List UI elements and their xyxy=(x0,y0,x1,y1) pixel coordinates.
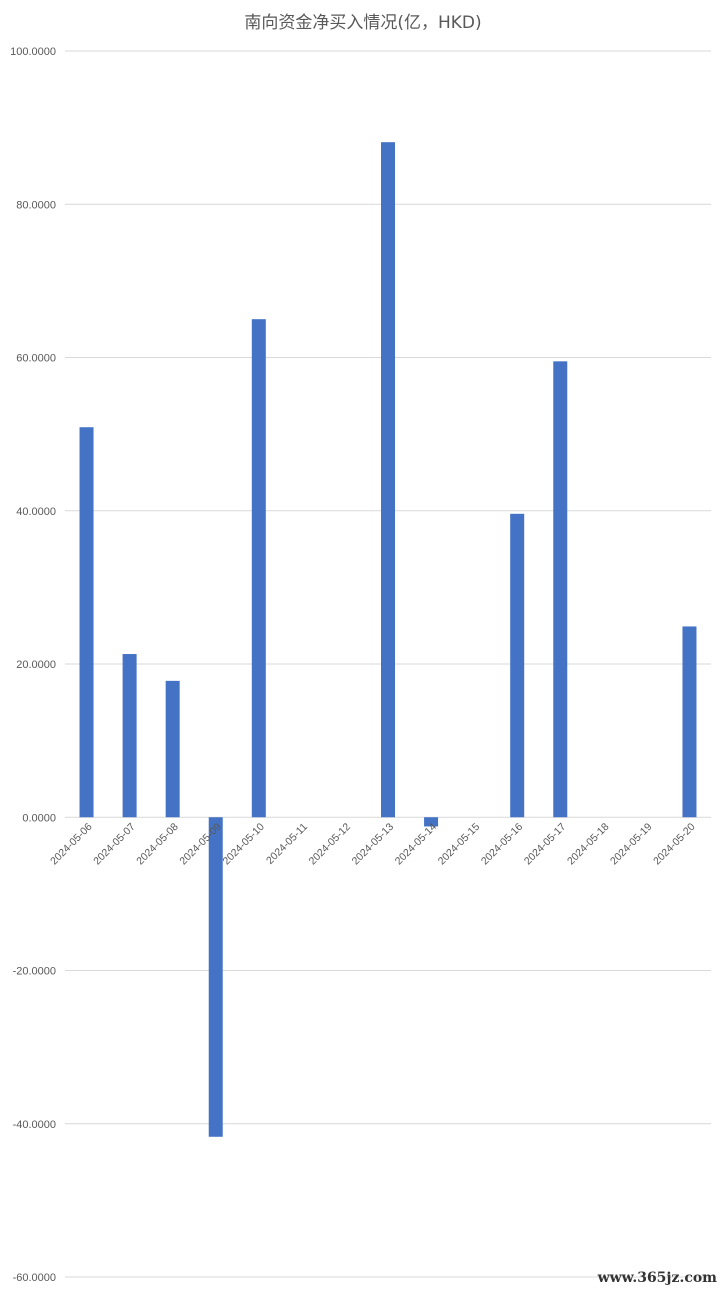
x-tick-label: 2024-05-12 xyxy=(307,821,354,868)
bar xyxy=(208,817,223,1137)
y-tick-label: 60.0000 xyxy=(16,353,56,365)
bar xyxy=(122,654,137,818)
y-tick-label: 20.0000 xyxy=(16,659,56,671)
x-tick-label: 2024-05-20 xyxy=(651,821,698,868)
y-tick-label: -60.0000 xyxy=(13,1272,56,1284)
x-axis-ticks: 2024-05-062024-05-072024-05-082024-05-09… xyxy=(48,821,698,868)
bar xyxy=(424,817,439,827)
x-tick-label: 2024-05-07 xyxy=(91,821,138,868)
x-tick-label: 2024-05-19 xyxy=(608,821,655,868)
bar xyxy=(682,626,697,818)
chart-title: 南向资金净买入情况(亿，HKD) xyxy=(244,13,481,33)
y-tick-label: -40.0000 xyxy=(13,1119,56,1131)
y-tick-label: -20.0000 xyxy=(13,966,56,978)
x-tick-label: 2024-05-08 xyxy=(134,821,181,868)
y-tick-label: 0.0000 xyxy=(22,812,56,824)
x-tick-label: 2024-05-17 xyxy=(522,821,569,868)
x-tick-label: 2024-05-14 xyxy=(393,821,440,868)
watermark: www.365jz.com xyxy=(597,1270,717,1286)
bar xyxy=(79,427,94,818)
x-tick-label: 2024-05-10 xyxy=(220,821,267,868)
y-tick-label: 80.0000 xyxy=(16,199,56,211)
y-tick-label: 100.0000 xyxy=(10,46,56,58)
x-tick-label: 2024-05-16 xyxy=(479,821,526,868)
x-tick-label: 2024-05-11 xyxy=(264,821,310,867)
bar xyxy=(251,319,266,818)
x-tick-label: 2024-05-13 xyxy=(350,821,397,868)
bar xyxy=(553,361,568,818)
bars xyxy=(79,142,697,1137)
bar xyxy=(510,513,525,818)
bar xyxy=(165,680,180,818)
y-axis-ticks: 100.0000 80.0000 60.0000 40.0000 20.0000 0.00… xyxy=(10,46,56,1284)
x-tick-label: 2024-05-06 xyxy=(48,821,95,868)
x-tick-label: 2024-05-15 xyxy=(436,821,483,868)
y-tick-label: 40.0000 xyxy=(16,506,56,518)
bar xyxy=(381,142,395,818)
x-tick-label: 2024-05-18 xyxy=(565,821,612,868)
